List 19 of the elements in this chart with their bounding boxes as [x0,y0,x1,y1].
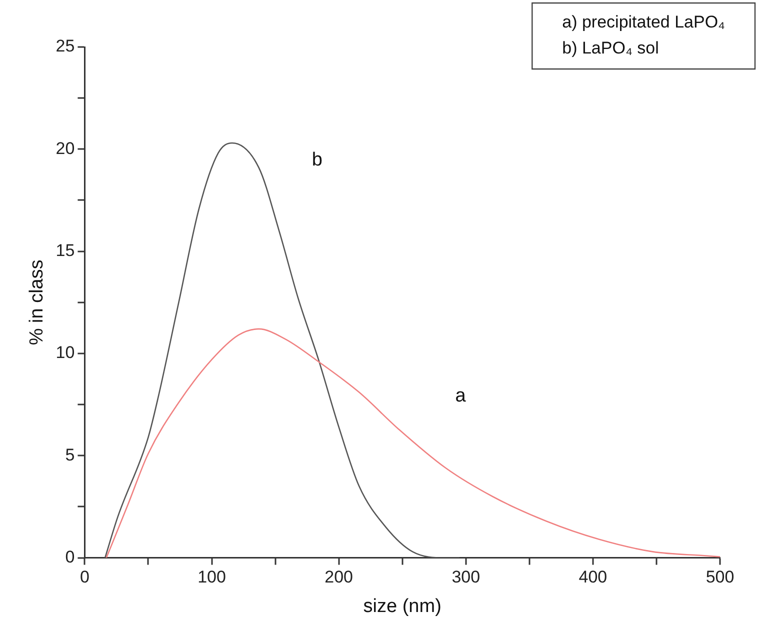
y-tick-label: 5 [65,445,75,464]
x-tick-label: 0 [80,568,90,587]
x-tick-label: 300 [452,568,480,587]
x-tick-label: 100 [198,568,226,587]
y-tick-label: 15 [56,241,75,260]
x-tick-label: 400 [578,568,608,587]
y-tick-label: 20 [56,138,75,158]
y-axis-title: % in class [26,260,48,346]
y-tick-label: 10 [56,343,75,362]
annotation: b) LaPO₄ sol [562,38,659,58]
x-tick-label: 200 [324,568,354,587]
y-tick-label: 25 [56,36,75,56]
x-tick-label: 500 [706,568,734,587]
x-axis-title: size (nm) [363,596,442,617]
y-tick-label: 0 [65,547,75,566]
text: a) precipitated LaPO₄ [562,12,726,32]
line-series [106,328,720,558]
text: b [312,149,322,170]
text: a [455,385,466,406]
